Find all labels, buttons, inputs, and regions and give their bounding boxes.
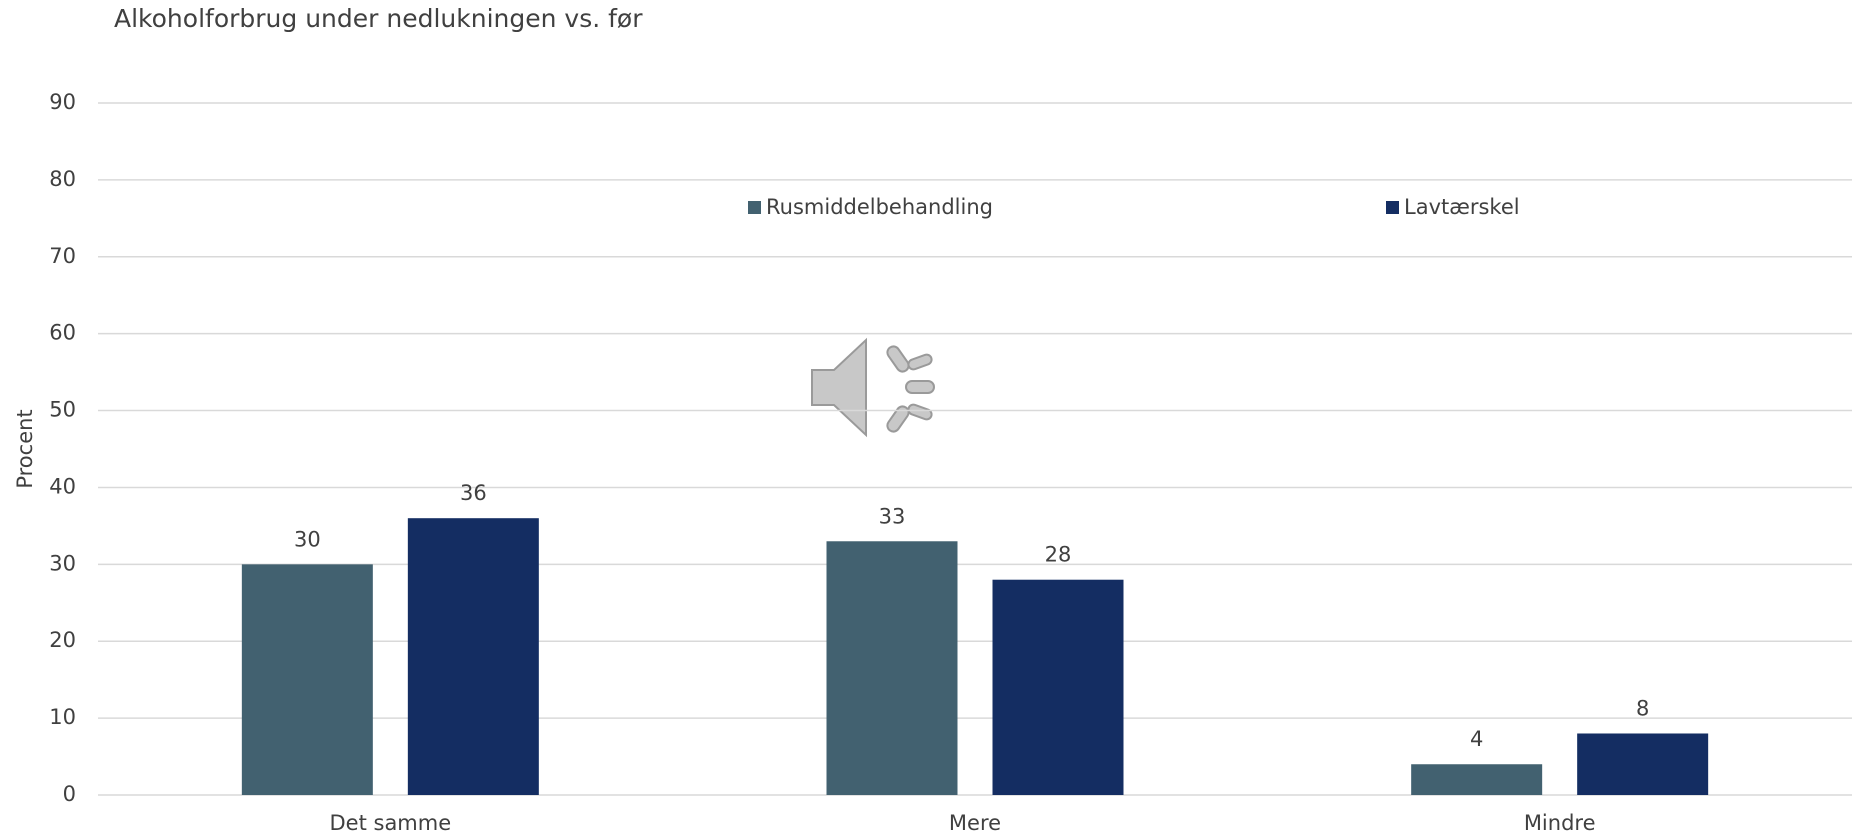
- x-tick-label: Mindre: [1524, 811, 1596, 835]
- x-tick-label: Det samme: [330, 811, 452, 835]
- y-tick-label: 70: [49, 244, 76, 268]
- y-tick-label: 40: [49, 474, 76, 498]
- data-label: 28: [1045, 543, 1072, 567]
- y-tick-label: 80: [49, 167, 76, 191]
- data-label: 8: [1636, 696, 1649, 720]
- legend-swatch: [1386, 201, 1399, 214]
- y-axis-label: Procent: [13, 409, 37, 488]
- y-tick-label: 10: [49, 705, 76, 729]
- data-label: 33: [879, 504, 906, 528]
- data-label: 30: [294, 527, 321, 551]
- bar: [992, 579, 1124, 795]
- y-tick-label: 60: [49, 321, 76, 345]
- y-tick-label: 0: [63, 782, 76, 806]
- bar: [826, 541, 958, 795]
- data-label: 36: [460, 481, 487, 505]
- x-tick-label: Mere: [949, 811, 1001, 835]
- legend-label: Rusmiddelbehandling: [766, 195, 993, 219]
- bar: [241, 564, 373, 795]
- bar: [1577, 733, 1709, 795]
- bar: [407, 518, 539, 795]
- legend-swatch: [748, 201, 761, 214]
- legend-label: Lavtærskel: [1404, 195, 1520, 219]
- y-tick-label: 30: [49, 551, 76, 575]
- y-tick-label: 20: [49, 628, 76, 652]
- bar: [1411, 764, 1543, 795]
- y-tick-label: 50: [49, 398, 76, 422]
- chart-title: Alkoholforbrug under nedlukningen vs. fø…: [114, 4, 643, 33]
- speaker-icon[interactable]: [811, 337, 935, 438]
- y-tick-label: 90: [49, 90, 76, 114]
- data-label: 4: [1470, 727, 1483, 751]
